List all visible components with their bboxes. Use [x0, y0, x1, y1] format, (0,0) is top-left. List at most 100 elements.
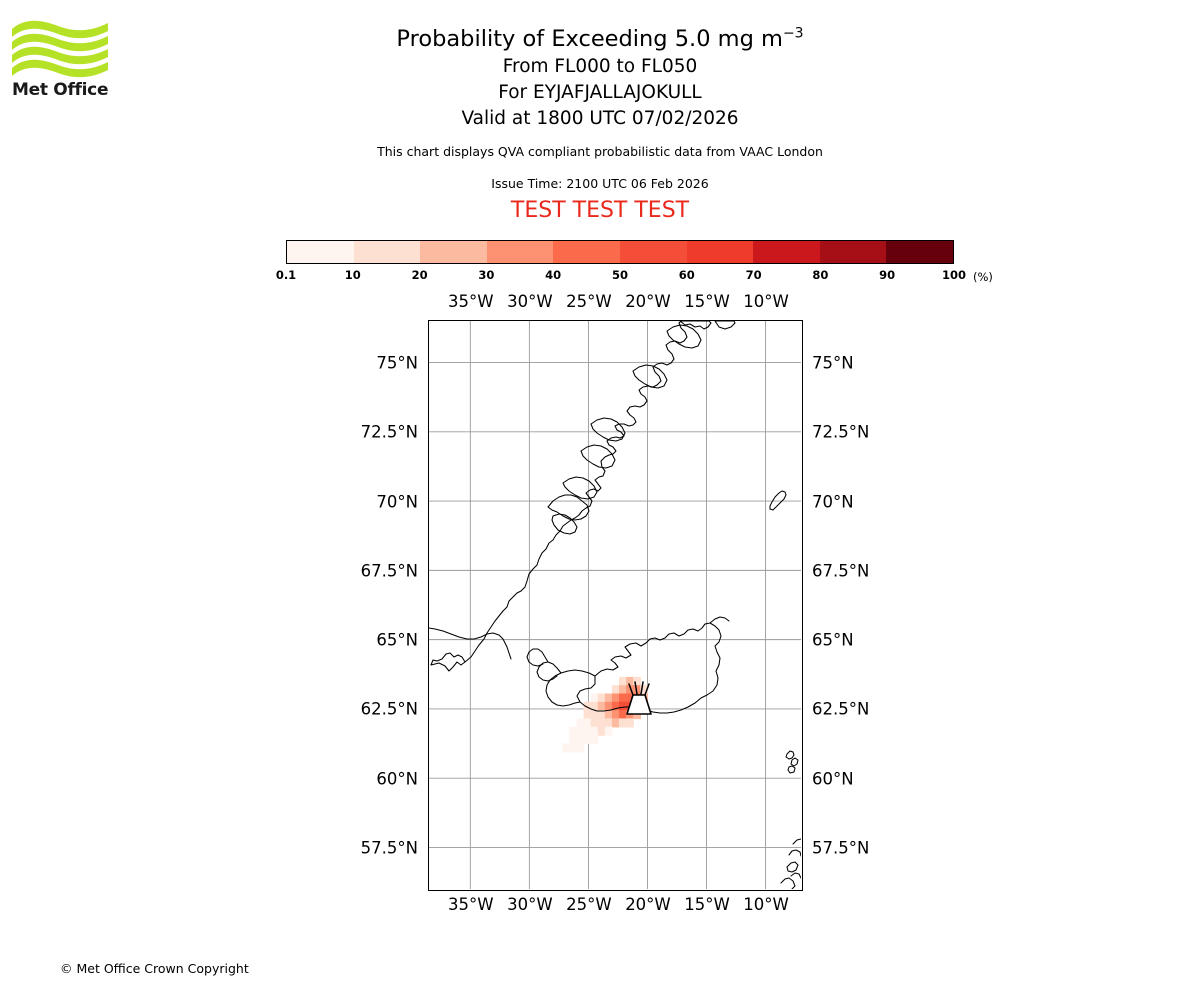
plume-cell [633, 676, 641, 686]
map-gridlines [429, 321, 801, 889]
plume-cell [640, 685, 649, 695]
lon-tick-10°W-bottom: 10°W [743, 895, 789, 914]
lon-tick-15°W-top: 15°W [684, 292, 730, 311]
longitude-axis-bottom: 35°W 30°W 25°W 20°W 15°W 10°W [0, 895, 1200, 917]
lon-tick-35°W-bottom: 35°W [448, 895, 494, 914]
lon-tick-20°W-top: 20°W [625, 292, 671, 311]
volcano-name: For EYJAFJALLAJOKULL [498, 82, 702, 103]
plume-cell [604, 726, 613, 736]
plume-cell [597, 718, 606, 728]
plume-cell [576, 743, 585, 753]
plume-cell [576, 718, 585, 728]
colorbar-tick-60: 60 [678, 268, 695, 282]
lon-tick-10°W-top: 10°W [743, 292, 789, 311]
plume-cell [618, 701, 627, 711]
plume-cell [611, 693, 620, 703]
colorbar-tick-40: 40 [545, 268, 562, 282]
page-title-text: Probability of Exceeding 5.0 mg m [396, 26, 783, 52]
plume-cell [626, 676, 634, 686]
plume-cell [611, 710, 620, 720]
lat-tick-65°N-left: 65°N [376, 630, 418, 650]
plume-cell [611, 685, 620, 695]
map-plot-area[interactable] [428, 320, 803, 891]
plume-cell [626, 685, 634, 695]
colorbar-swatch-4 [553, 241, 620, 263]
colorbar-tick-100: 100 [941, 268, 967, 282]
lon-tick-35°W-top: 35°W [448, 292, 494, 311]
lat-tick-62.5°N-right: 62.5°N [812, 699, 870, 719]
colorbar-tick-0.1: 0.1 [275, 268, 297, 282]
lon-tick-20°W-bottom: 20°W [625, 895, 671, 914]
colorbar-tick-10: 10 [344, 268, 361, 282]
lat-tick-57.5°N-left: 57.5°N [360, 838, 418, 858]
plume-cell [597, 693, 606, 703]
colorbar-tick-labels: 0.1 10 20 30 40 50 60 70 80 90 100 [270, 268, 970, 286]
plume-cell [590, 735, 599, 745]
colorbar-swatch-7 [753, 241, 820, 263]
plume-cell [597, 710, 606, 720]
lat-tick-60°N-right: 60°N [812, 769, 854, 789]
plume-cell [618, 676, 627, 686]
page-title: Probability of Exceeding 5.0 mg m−3 [0, 24, 1200, 54]
plume-cell [583, 710, 592, 720]
lat-tick-67.5°N-left: 67.5°N [360, 561, 418, 581]
colorbar-tick-20: 20 [411, 268, 428, 282]
test-banner: TEST TEST TEST [510, 198, 690, 223]
colorbar-tick-30: 30 [478, 268, 495, 282]
plume-cell [597, 726, 606, 736]
plume-cell [618, 710, 627, 720]
valid-time: Valid at 1800 UTC 07/02/2026 [461, 108, 739, 129]
plume-cell [583, 735, 592, 745]
plume-cell [590, 710, 599, 720]
volcano-plume-spikes [628, 681, 650, 696]
plume-cell [576, 735, 585, 745]
chart-description: This chart displays QVA compliant probab… [377, 144, 823, 159]
lat-tick-72.5°N-left: 72.5°N [360, 422, 418, 442]
plume-cell [604, 718, 613, 728]
colorbar-swatch-8 [819, 241, 887, 263]
lon-tick-30°W-bottom: 30°W [507, 895, 553, 914]
colorbar-swatch-9 [886, 241, 953, 263]
plume-cell [626, 693, 634, 703]
colorbar-tick-90: 90 [879, 268, 896, 282]
colorbar-swatch-2 [420, 241, 487, 263]
plume-cell [583, 718, 592, 728]
plume-cell [597, 701, 606, 711]
flight-level-range: From FL000 to FL050 [502, 56, 698, 77]
plume-cell [569, 743, 578, 753]
plume-cell [633, 685, 641, 695]
plume-cell [590, 718, 599, 728]
plume-cell [590, 693, 599, 703]
plume-cell [569, 726, 578, 736]
colorbar-tick-80: 80 [812, 268, 829, 282]
plume-cell [583, 701, 592, 711]
lat-tick-70°N-left: 70°N [376, 492, 418, 512]
met-office-wave-icon [12, 20, 108, 78]
lon-tick-25°W-top: 25°W [566, 292, 612, 311]
lat-tick-70°N-right: 70°N [812, 492, 854, 512]
plume-cell [611, 718, 620, 728]
lat-tick-75°N-left: 75°N [376, 353, 418, 373]
lat-tick-65°N-right: 65°N [812, 630, 854, 650]
plume-cell [576, 726, 585, 736]
copyright-notice: © Met Office Crown Copyright [60, 961, 249, 976]
lon-tick-25°W-bottom: 25°W [566, 895, 612, 914]
coastlines [429, 321, 801, 889]
colorbar-swatch-1 [353, 241, 421, 263]
met-office-logo-text: Met Office [12, 80, 109, 100]
plume-cell [590, 726, 599, 736]
plume-cell [562, 743, 571, 753]
plume-cell [618, 718, 627, 728]
plume-cell [569, 735, 578, 745]
colorbar-swatch-5 [619, 241, 687, 263]
lat-tick-72.5°N-right: 72.5°N [812, 422, 870, 442]
colorbar-swatch-6 [686, 241, 754, 263]
colorbar-swatch-0 [287, 241, 354, 263]
colorbar-tick-50: 50 [611, 268, 629, 282]
probability-colorbar [286, 240, 954, 264]
plume-cell [604, 710, 613, 720]
lat-tick-60°N-left: 60°N [376, 769, 418, 789]
plume-cell [618, 685, 627, 695]
